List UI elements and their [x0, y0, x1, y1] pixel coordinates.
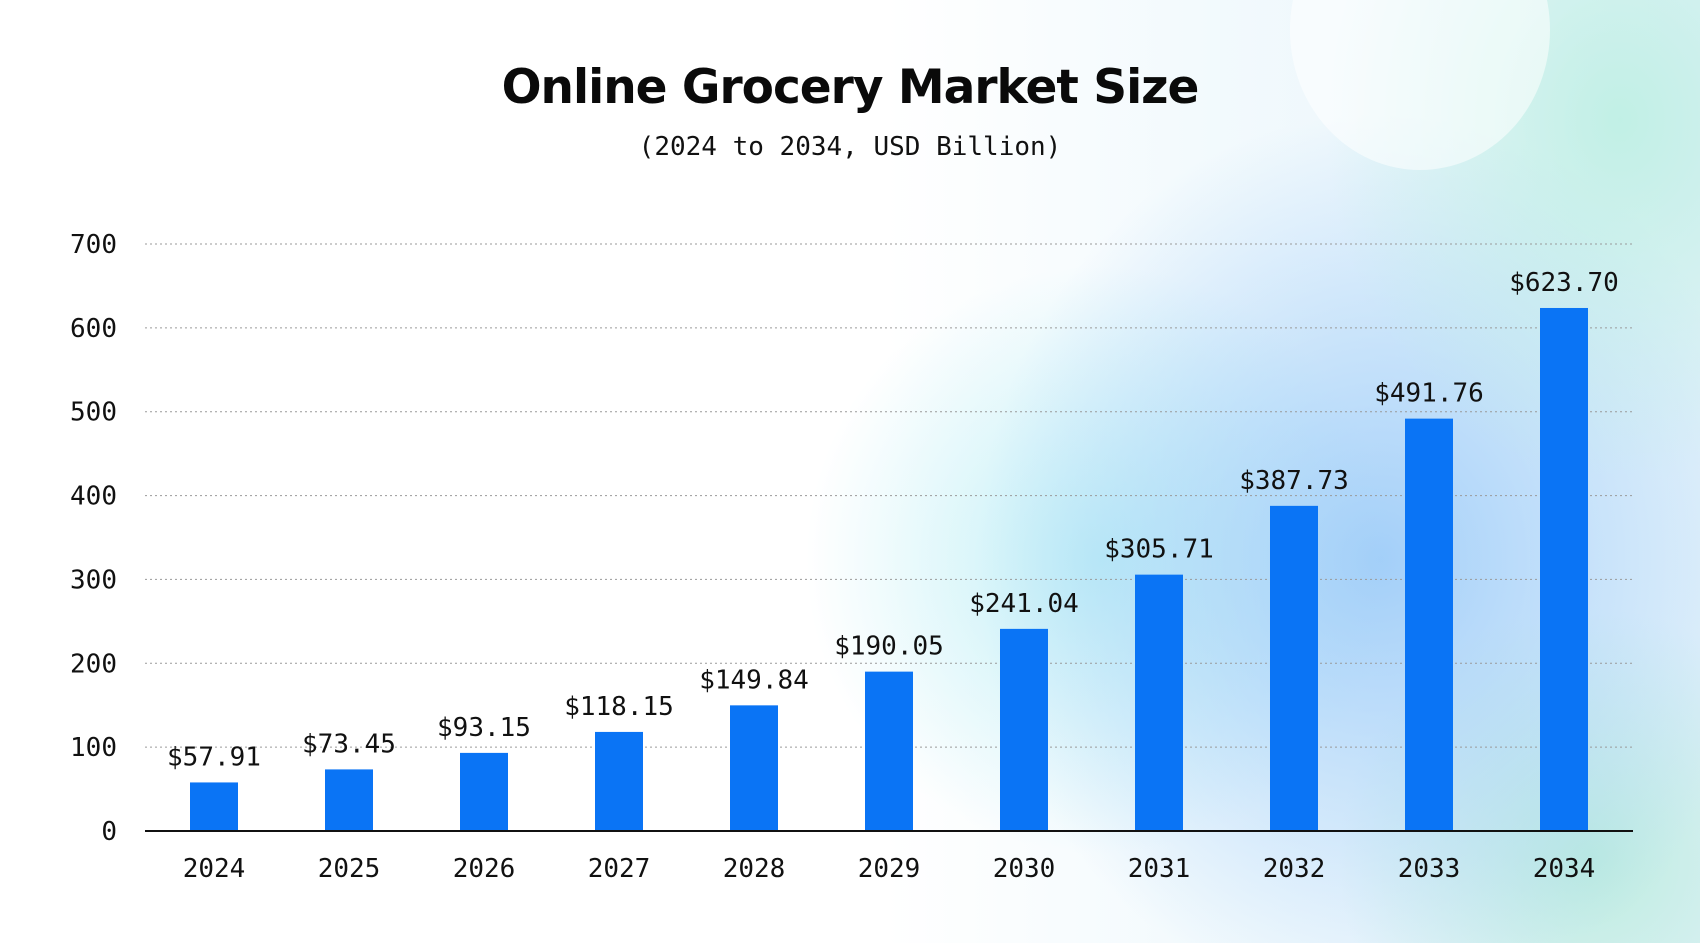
value-label: $305.71: [1104, 535, 1214, 565]
y-tick-label: 200: [70, 649, 117, 679]
x-tick-label: 2027: [588, 854, 651, 884]
bar-2030: [1000, 628, 1048, 831]
x-tick-label: 2029: [858, 854, 921, 884]
value-label: $623.70: [1509, 268, 1619, 298]
value-label: $241.04: [969, 589, 1079, 619]
x-tick-label: 2032: [1263, 854, 1326, 884]
chart-title: Online Grocery Market Size: [501, 60, 1200, 115]
y-tick-label: 400: [70, 482, 117, 512]
bar-2025: [325, 769, 373, 831]
x-tick-label: 2031: [1128, 854, 1191, 884]
bar-2027: [595, 731, 643, 831]
x-tick-label: 2024: [183, 854, 246, 884]
chart-subtitle: (2024 to 2034, USD Billion): [638, 132, 1062, 162]
bar-2034: [1540, 307, 1588, 831]
x-tick-label: 2025: [318, 854, 381, 884]
value-label: $149.84: [699, 665, 809, 695]
y-tick-label: 100: [70, 733, 117, 763]
x-tick-label: 2026: [453, 854, 516, 884]
x-tick-label: 2034: [1533, 854, 1596, 884]
bar-2028: [730, 705, 778, 831]
x-tick-label: 2033: [1398, 854, 1461, 884]
bars: [190, 307, 1588, 831]
y-tick-label: 300: [70, 565, 117, 595]
bar-2024: [190, 782, 238, 831]
value-label: $387.73: [1239, 466, 1349, 496]
y-tick-label: 0: [101, 817, 117, 847]
x-axis-ticks: 2024 2025 2026 2027 2028 2029 2030 2031 2032 2033…: [183, 854, 1596, 884]
bar-2031: [1135, 574, 1183, 831]
y-tick-label: 500: [70, 398, 117, 428]
x-tick-label: 2030: [993, 854, 1056, 884]
x-tick-label: 2028: [723, 854, 786, 884]
y-axis-ticks: 0 100 200 300 400 500 600 700: [70, 230, 117, 847]
value-label: $491.76: [1374, 379, 1484, 409]
value-label: $93.15: [437, 713, 531, 743]
value-label: $118.15: [564, 692, 674, 722]
y-tick-label: 600: [70, 314, 117, 344]
bar-2032: [1270, 505, 1318, 831]
value-labels: $57.91 $73.45 $93.15 $118.15 $149.84 $190.05 $…: [167, 268, 1619, 772]
value-label: $73.45: [302, 729, 396, 759]
y-tick-label: 700: [70, 230, 117, 260]
gridlines: [145, 243, 1633, 748]
bar-2026: [460, 752, 508, 831]
bar-2029: [865, 671, 913, 831]
value-label: $190.05: [834, 632, 944, 662]
value-label: $57.91: [167, 742, 261, 772]
bar-2033: [1405, 418, 1453, 831]
